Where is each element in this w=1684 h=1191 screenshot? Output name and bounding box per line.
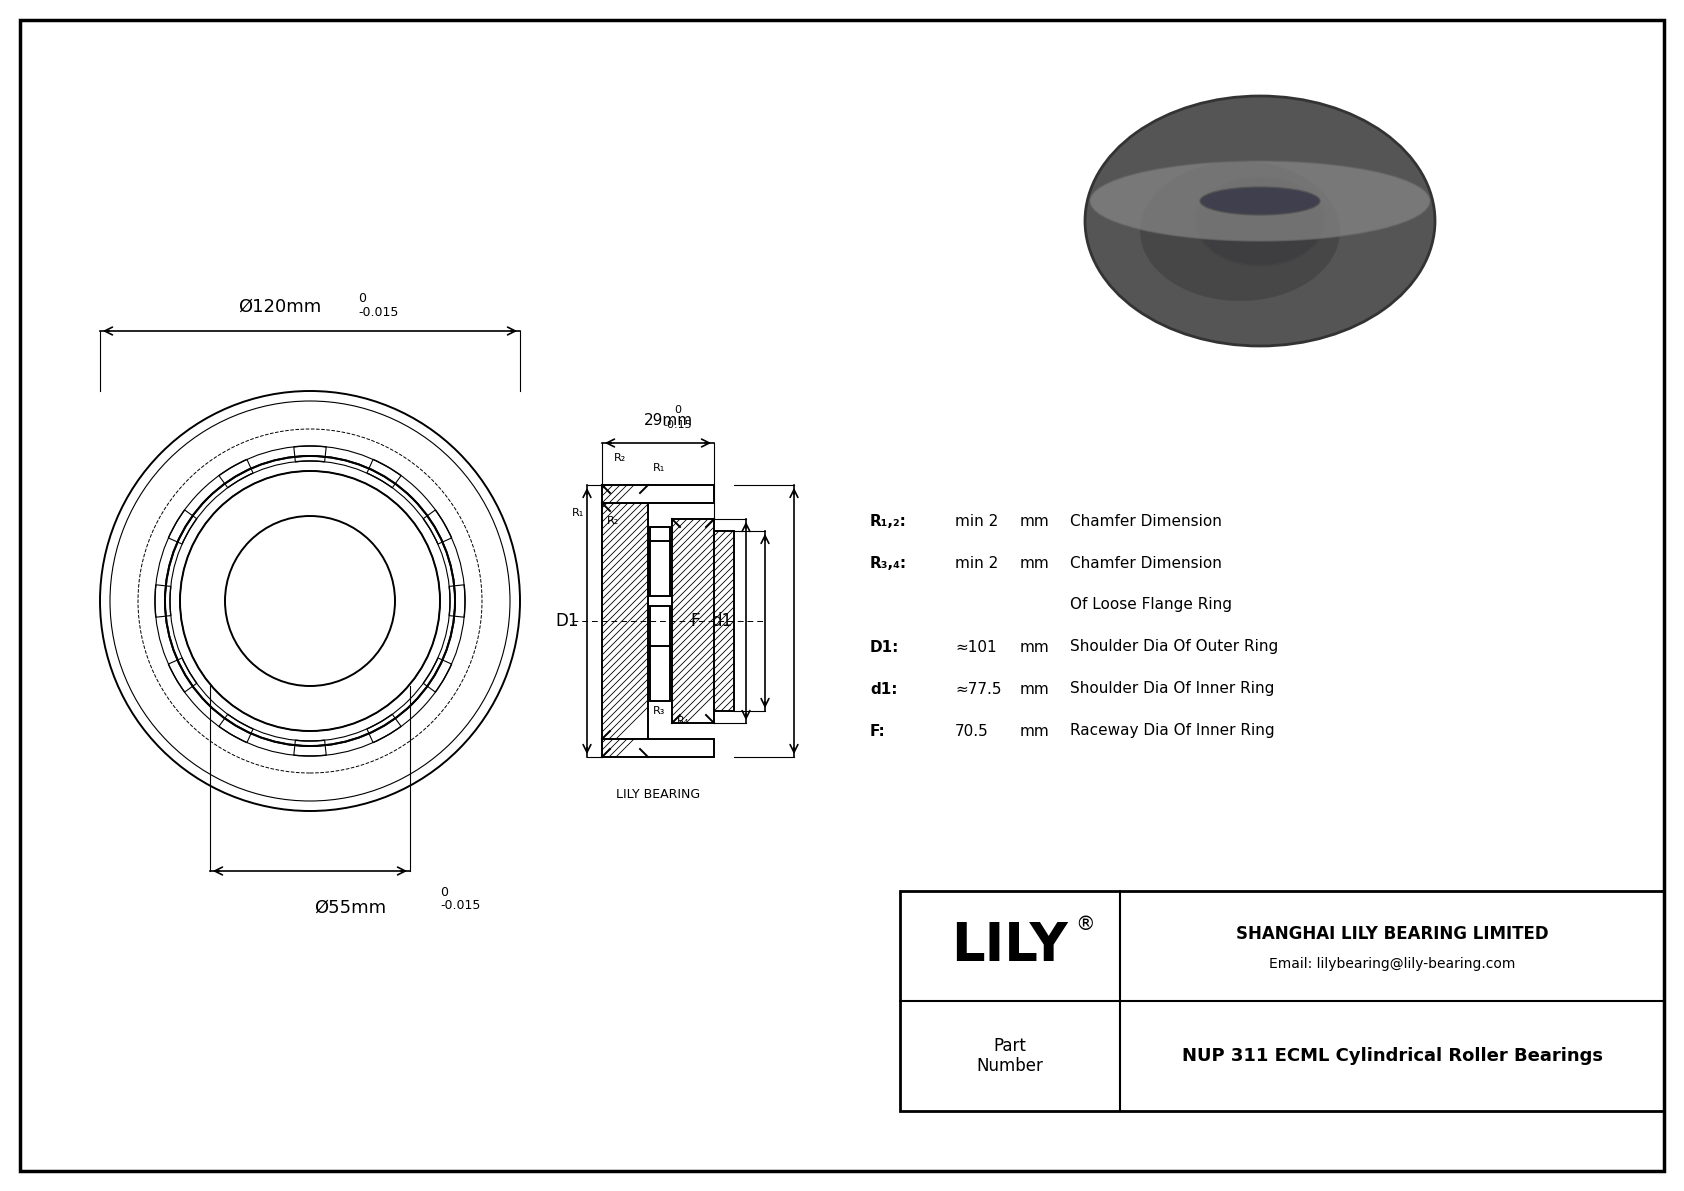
Text: Email: lilybearing@lily-bearing.com: Email: lilybearing@lily-bearing.com — [1268, 958, 1516, 971]
Bar — [601, 738, 714, 757]
Text: R₁: R₁ — [573, 509, 584, 518]
Text: R₂: R₂ — [606, 516, 620, 526]
Text: mm: mm — [1021, 640, 1049, 655]
Text: 29mm: 29mm — [643, 413, 692, 428]
Text: D1:: D1: — [871, 640, 899, 655]
Text: F:: F: — [871, 723, 886, 738]
Bar — [601, 503, 648, 738]
Text: min 2: min 2 — [955, 513, 999, 529]
Ellipse shape — [1140, 161, 1340, 301]
Bar — [650, 605, 670, 661]
Text: 0: 0 — [359, 292, 365, 305]
Text: mm: mm — [1021, 513, 1049, 529]
Text: mm: mm — [1021, 555, 1049, 570]
Text: R₂: R₂ — [615, 453, 626, 463]
Bar — [650, 646, 670, 701]
Text: 0: 0 — [675, 405, 682, 414]
Text: D1: D1 — [556, 612, 579, 630]
Text: R₃,₄:: R₃,₄: — [871, 555, 908, 570]
Text: min 2: min 2 — [955, 555, 999, 570]
Text: -0.015: -0.015 — [440, 899, 480, 912]
Text: -0.15: -0.15 — [663, 420, 692, 430]
Text: mm: mm — [1021, 681, 1049, 697]
Bar — [650, 541, 670, 596]
Text: Of Loose Flange Ring: Of Loose Flange Ring — [1069, 598, 1233, 612]
Text: Chamfer Dimension: Chamfer Dimension — [1069, 513, 1223, 529]
Text: Shoulder Dia Of Outer Ring: Shoulder Dia Of Outer Ring — [1069, 640, 1278, 655]
Text: 70.5: 70.5 — [955, 723, 989, 738]
Text: Ø120mm: Ø120mm — [239, 298, 322, 316]
Text: LILY BEARING: LILY BEARING — [616, 787, 701, 800]
Text: R₄: R₄ — [677, 716, 689, 727]
Text: mm: mm — [1021, 723, 1049, 738]
Text: ≈77.5: ≈77.5 — [955, 681, 1002, 697]
Text: R₃: R₃ — [653, 706, 665, 716]
Bar — [714, 531, 734, 711]
Text: R₁: R₁ — [653, 463, 665, 473]
Text: d1:: d1: — [871, 681, 898, 697]
Text: R₁,₂:: R₁,₂: — [871, 513, 908, 529]
Text: Shoulder Dia Of Inner Ring: Shoulder Dia Of Inner Ring — [1069, 681, 1275, 697]
Text: Chamfer Dimension: Chamfer Dimension — [1069, 555, 1223, 570]
Ellipse shape — [1084, 96, 1435, 347]
Bar — [899, 891, 1664, 1111]
Text: LILY: LILY — [951, 919, 1068, 972]
Text: -0.015: -0.015 — [359, 306, 399, 319]
Bar — [601, 485, 714, 503]
Text: Part
Number: Part Number — [977, 1036, 1044, 1075]
Text: Raceway Dia Of Inner Ring: Raceway Dia Of Inner Ring — [1069, 723, 1275, 738]
Ellipse shape — [1201, 187, 1320, 216]
Text: Ø55mm: Ø55mm — [313, 899, 386, 917]
Bar — [650, 526, 670, 581]
Text: 0: 0 — [440, 886, 448, 899]
Ellipse shape — [1196, 176, 1325, 266]
Text: SHANGHAI LILY BEARING LIMITED: SHANGHAI LILY BEARING LIMITED — [1236, 925, 1548, 943]
Text: ≈101: ≈101 — [955, 640, 997, 655]
Text: d1: d1 — [711, 612, 733, 630]
Bar — [601, 503, 648, 621]
Text: ®: ® — [1074, 915, 1095, 934]
Ellipse shape — [1090, 161, 1430, 241]
Text: F: F — [690, 612, 701, 630]
Bar — [672, 519, 714, 723]
Text: NUP 311 ECML Cylindrical Roller Bearings: NUP 311 ECML Cylindrical Roller Bearings — [1182, 1047, 1603, 1065]
